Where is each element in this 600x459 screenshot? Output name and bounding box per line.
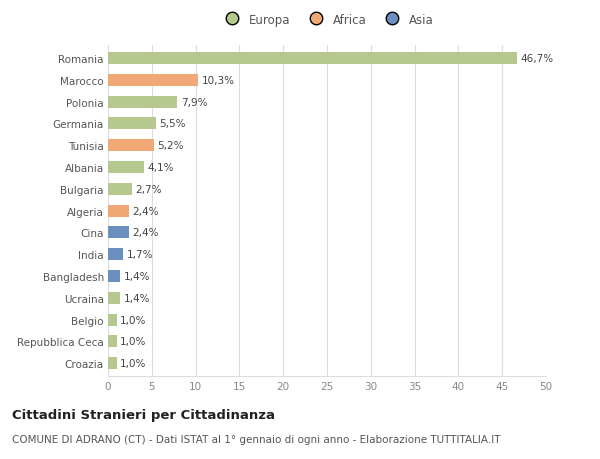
Text: 2,7%: 2,7% (135, 185, 161, 195)
Text: 1,4%: 1,4% (124, 293, 150, 303)
Bar (108, 118, 156, 130)
Bar (108, 140, 154, 152)
Bar (108, 96, 177, 108)
Bar (108, 205, 129, 217)
Bar (108, 249, 123, 261)
Text: Cittadini Stranieri per Cittadinanza: Cittadini Stranieri per Cittadinanza (12, 409, 275, 421)
Text: 7,9%: 7,9% (181, 97, 207, 107)
Bar (108, 227, 129, 239)
Text: 46,7%: 46,7% (521, 54, 554, 64)
Text: 1,7%: 1,7% (127, 250, 153, 260)
Bar (108, 53, 517, 65)
Text: 10,3%: 10,3% (202, 76, 235, 86)
Text: COMUNE DI ADRANO (CT) - Dati ISTAT al 1° gennaio di ogni anno - Elaborazione TUT: COMUNE DI ADRANO (CT) - Dati ISTAT al 1°… (12, 434, 500, 444)
Text: 1,0%: 1,0% (120, 315, 146, 325)
Bar (108, 292, 120, 304)
Bar (108, 336, 117, 347)
Text: 4,1%: 4,1% (148, 162, 174, 173)
Text: 1,0%: 1,0% (120, 336, 146, 347)
Bar (108, 314, 117, 326)
Text: 5,5%: 5,5% (160, 119, 186, 129)
Bar (108, 184, 131, 196)
Legend: Europa, Africa, Asia: Europa, Africa, Asia (215, 9, 439, 31)
Bar (108, 75, 198, 87)
Text: 1,0%: 1,0% (120, 358, 146, 368)
Text: 2,4%: 2,4% (133, 228, 159, 238)
Text: 5,2%: 5,2% (157, 141, 184, 151)
Text: 2,4%: 2,4% (133, 206, 159, 216)
Bar (108, 270, 120, 282)
Text: 1,4%: 1,4% (124, 271, 150, 281)
Bar (108, 162, 144, 174)
Bar (108, 358, 117, 369)
